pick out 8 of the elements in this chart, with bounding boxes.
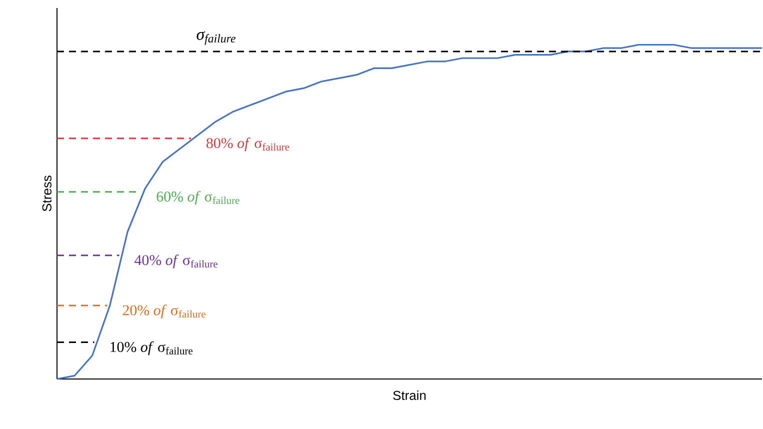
ref-line-label: 80% of σ$_{failure}$ <box>206 138 290 152</box>
ref-line-label: 20% of σ$_{failure}$ <box>122 304 206 318</box>
ref-line-label: σ$_{failure}$ <box>196 31 236 45</box>
x-axis-title: Strain <box>393 390 426 400</box>
ref-line-label: 60% of σ$_{failure}$ <box>156 190 240 205</box>
ref-line-label: 10% of σ$_{failure}$ <box>110 341 192 356</box>
y-axis-title: Stress <box>42 176 52 212</box>
ref-line-label: 40% of σ$_{failure}$ <box>134 254 218 268</box>
